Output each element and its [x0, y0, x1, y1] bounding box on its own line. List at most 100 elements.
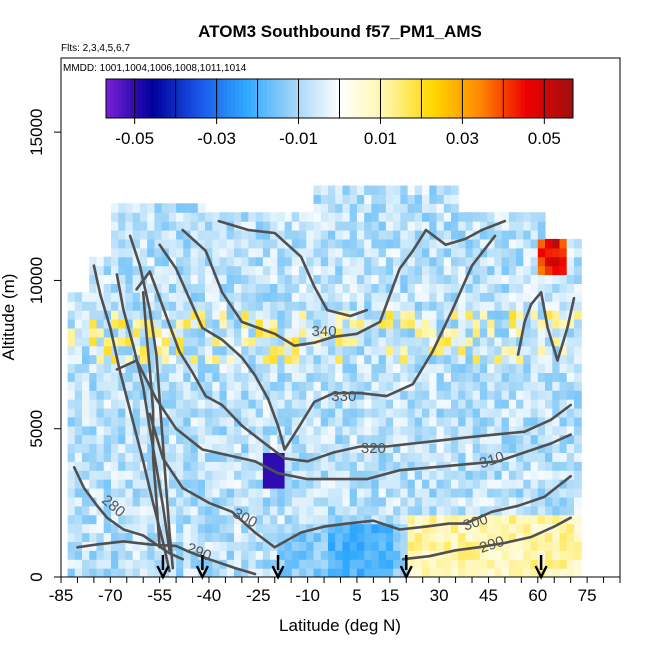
heatmap-cell [219, 488, 228, 498]
heatmap-cell [96, 372, 105, 382]
heatmap-cell [241, 256, 249, 267]
heatmap-cell [132, 532, 141, 542]
heatmap-cell [277, 283, 286, 293]
heatmap-cell [154, 327, 163, 338]
heatmap-cell [291, 354, 300, 365]
heatmap-cell [313, 354, 322, 365]
heatmap-cell [364, 247, 372, 258]
heatmap-cell [226, 319, 235, 329]
heatmap-cell [501, 238, 510, 249]
heatmap-cell [487, 363, 495, 373]
heatmap-cell [400, 345, 409, 356]
heatmap-cell [335, 550, 343, 560]
heatmap-cell [262, 283, 271, 293]
heatmap-cell [335, 470, 343, 480]
heatmap-cell [74, 496, 83, 507]
heatmap-cell [212, 310, 221, 320]
heatmap-cell [364, 399, 372, 409]
colorbar-swatch [484, 79, 489, 118]
heatmap-cell [349, 203, 358, 213]
heatmap-cell [168, 461, 177, 471]
heatmap-cell [537, 354, 546, 365]
colorbar-swatch [206, 79, 212, 118]
heatmap-cell [262, 496, 271, 507]
heatmap-cell [393, 479, 401, 489]
colorbar-swatch [246, 79, 252, 118]
heatmap-cell [147, 345, 155, 356]
heatmap-cell [197, 221, 206, 231]
heatmap-cell [284, 256, 293, 267]
heatmap-cell [270, 550, 278, 560]
heatmap-cell [501, 488, 510, 498]
heatmap-cell [205, 292, 213, 302]
heatmap-cell [465, 274, 474, 284]
heatmap-cell [74, 399, 83, 409]
heatmap-cell [465, 212, 474, 222]
heatmap-cell [458, 381, 466, 391]
heatmap-cell [508, 372, 517, 382]
heatmap-cell [132, 514, 141, 525]
heatmap-cell [487, 532, 495, 542]
heatmap-cell [197, 390, 206, 400]
heatmap-cell [255, 247, 264, 258]
heatmap-cell [537, 319, 546, 329]
contour-line [181, 219, 507, 347]
heatmap-cell [393, 496, 401, 507]
heatmap-cell [487, 505, 495, 516]
heatmap-cell [306, 532, 315, 542]
contour-line [217, 219, 369, 318]
heatmap-cell [147, 399, 155, 409]
heatmap-cell [566, 479, 575, 489]
heatmap-cell [393, 443, 401, 453]
heatmap-cell [364, 434, 372, 445]
heatmap-cell [436, 265, 445, 276]
heatmap-cell [89, 283, 98, 293]
heatmap-cell [197, 461, 206, 471]
heatmap-cell [248, 416, 257, 427]
heatmap-cell [407, 345, 416, 356]
heatmap-cell [168, 283, 177, 293]
heatmap-cell [494, 363, 503, 373]
heatmap-cell [270, 336, 278, 347]
heatmap-cell [125, 550, 134, 560]
heatmap-cell [552, 319, 561, 329]
heatmap-cell [443, 443, 452, 453]
heatmap-cell [197, 399, 206, 409]
heatmap-cell [111, 416, 119, 427]
heatmap-cell [306, 283, 315, 293]
heatmap-cell [197, 452, 206, 462]
heatmap-cell [161, 390, 170, 400]
heatmap-cell [328, 568, 336, 577]
heatmap-cell [400, 221, 409, 231]
heatmap-cell [422, 363, 430, 373]
heatmap-cell [111, 327, 119, 338]
heatmap-cell [356, 461, 365, 471]
colorbar-swatch [371, 79, 377, 118]
heatmap-cell [479, 550, 488, 560]
heatmap-cell [219, 363, 228, 373]
heatmap-cell [103, 256, 112, 267]
colorbar-swatch [138, 79, 143, 118]
heatmap-cell [125, 203, 134, 213]
heatmap-cell [436, 345, 445, 356]
heatmap-cell [429, 532, 438, 542]
heatmap-cell [371, 523, 380, 534]
heatmap-cell [161, 319, 170, 329]
heatmap-cell [566, 496, 575, 507]
heatmap-cell [356, 532, 365, 542]
heatmap-cell [168, 274, 177, 284]
heatmap-cell [472, 381, 481, 391]
heatmap-cell [255, 443, 264, 453]
heatmap-cell [212, 523, 221, 534]
heatmap-cell [328, 408, 336, 418]
heatmap-cell [241, 247, 249, 258]
heatmap-cell [356, 336, 365, 347]
heatmap-cell [436, 505, 445, 516]
colorbar-swatch [383, 79, 389, 118]
heatmap-cell [349, 221, 358, 231]
heatmap-cell [103, 532, 112, 542]
heatmap-cell [458, 470, 466, 480]
heatmap-cell [335, 301, 343, 311]
heatmap-cell [183, 443, 192, 453]
heatmap-cell [574, 265, 582, 276]
